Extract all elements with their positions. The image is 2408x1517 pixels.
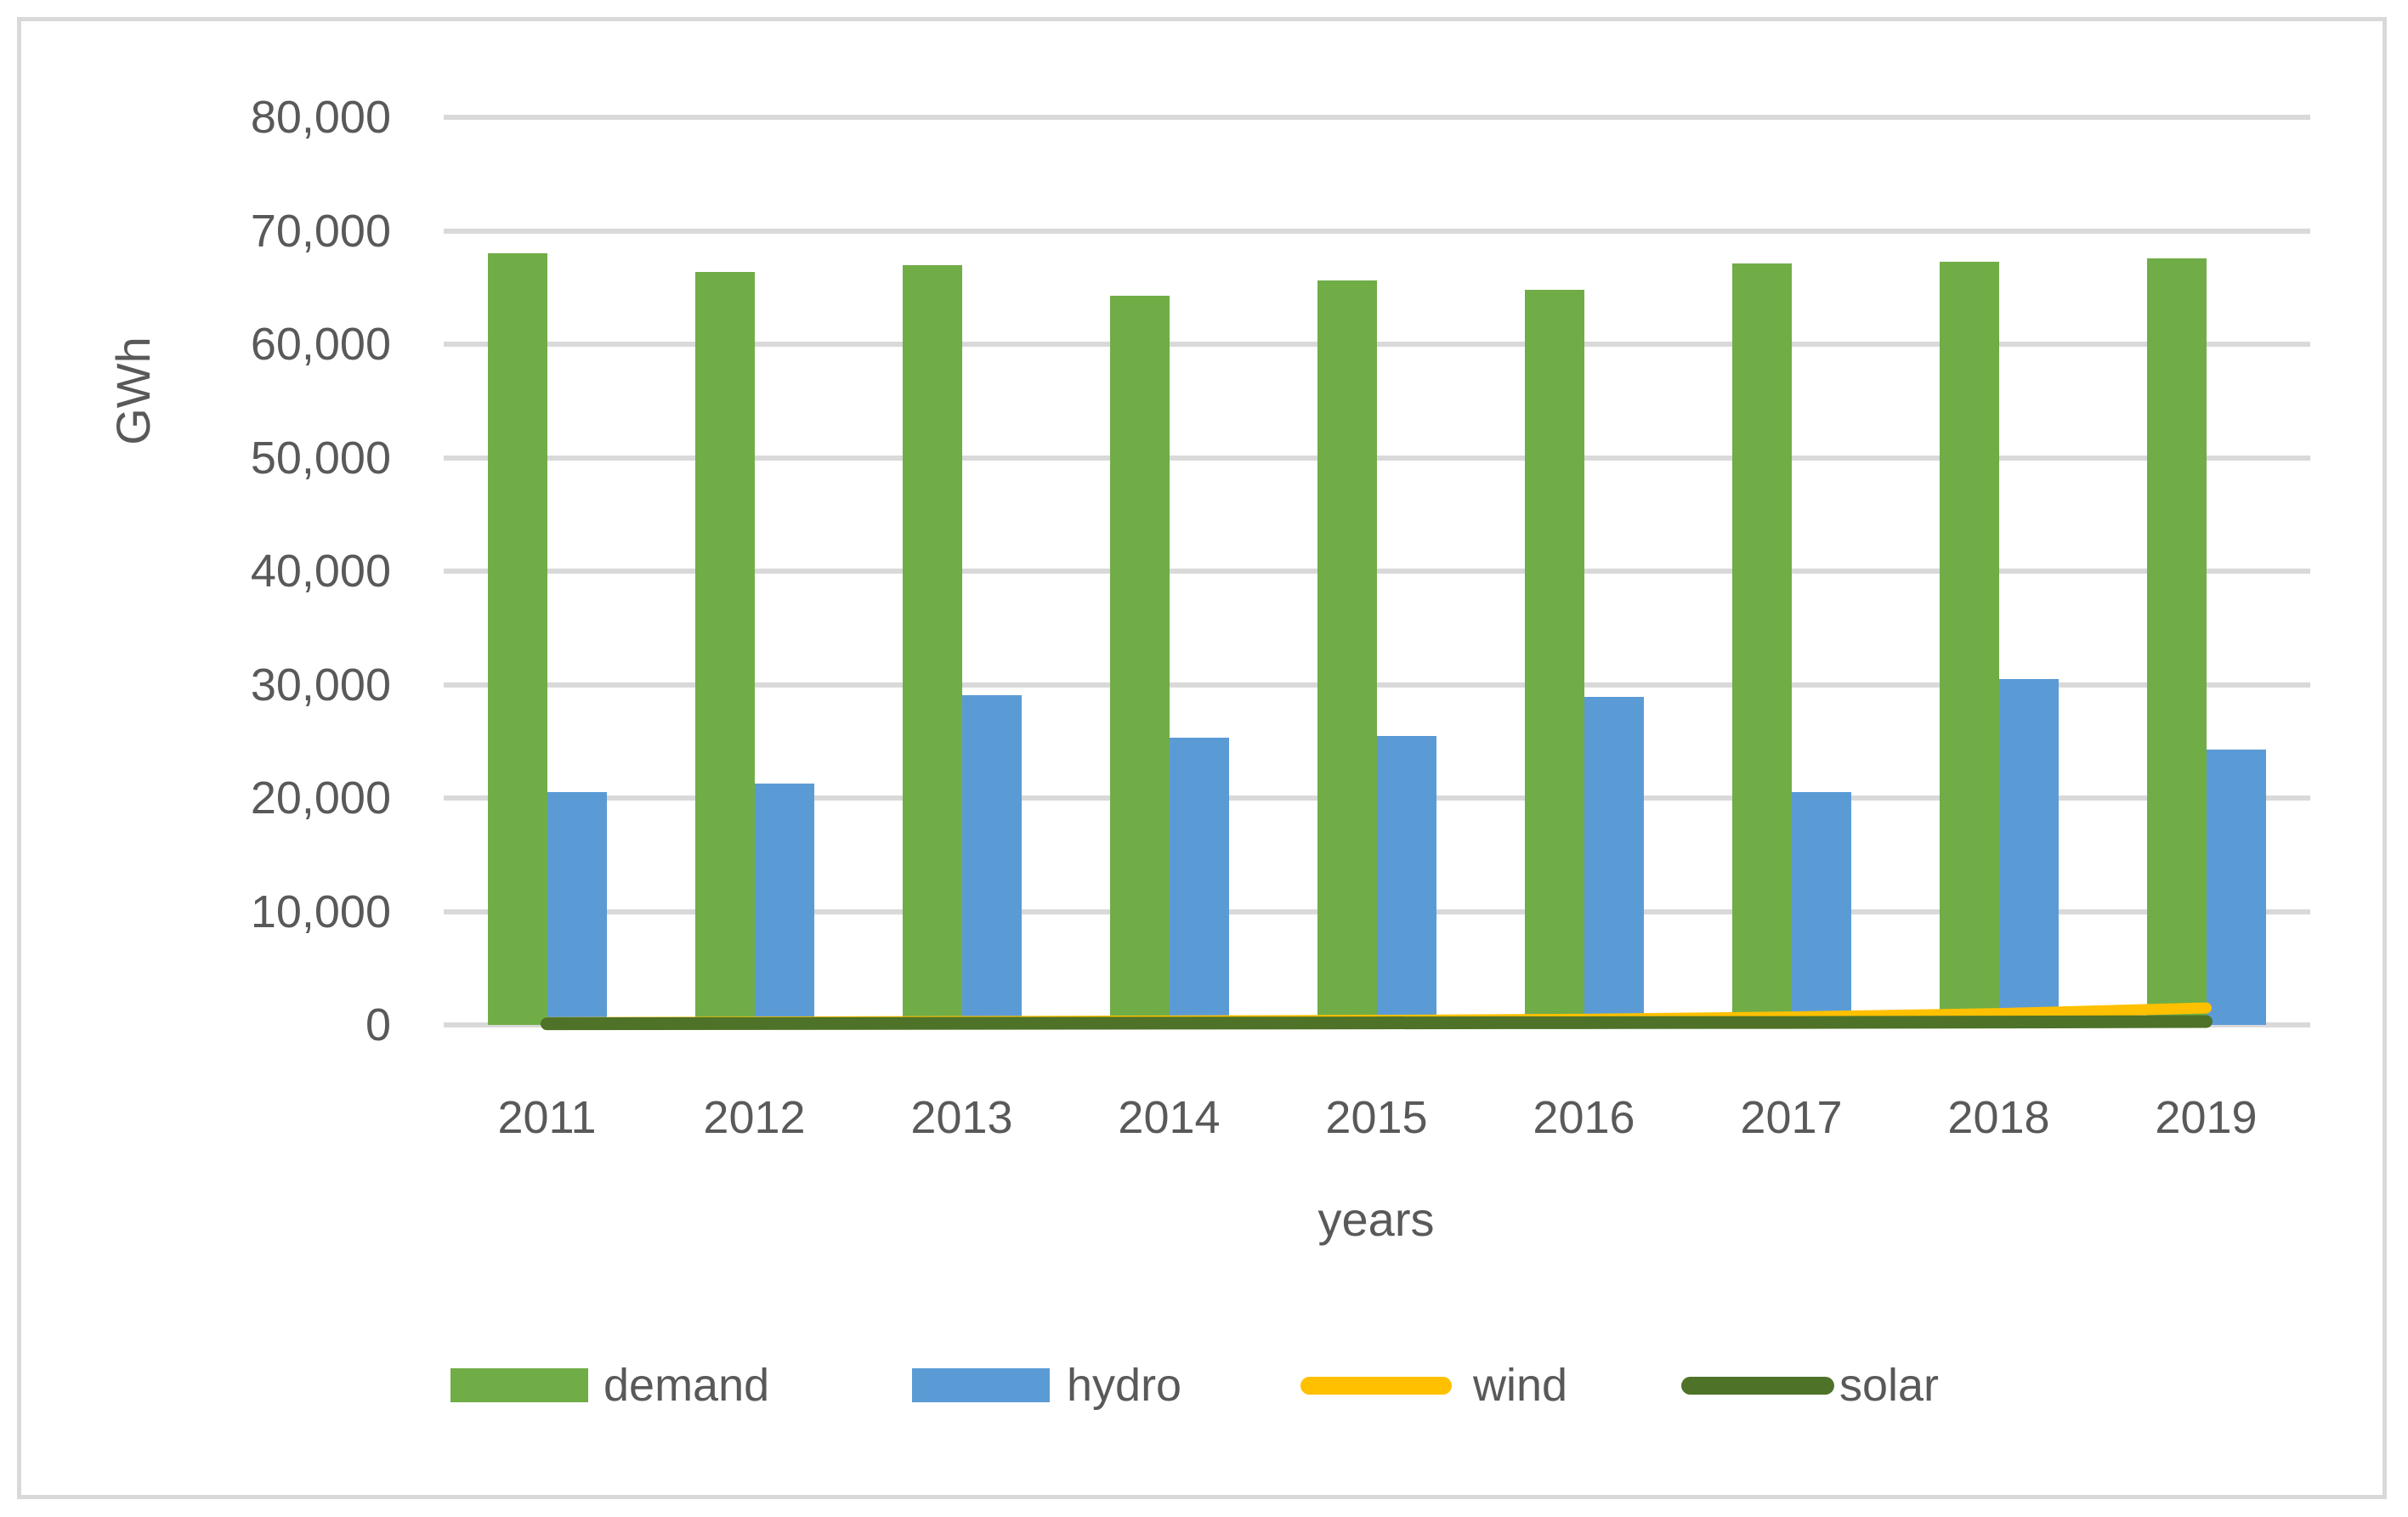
bar-demand-2019: [2146, 258, 2207, 1025]
bar-demand-2011: [487, 253, 547, 1025]
x-tick-label-2015: 2015: [1325, 1092, 1428, 1143]
bar-hydro-2012: [754, 783, 814, 1025]
bar-hydro-2019: [2206, 749, 2266, 1025]
x-tick-label-2018: 2018: [1947, 1092, 2050, 1143]
gridline-30000: [443, 682, 2310, 688]
x-tick-label-2012: 2012: [703, 1092, 806, 1143]
legend-wind-label: wind: [1473, 1360, 1568, 1411]
gridline-50000: [443, 455, 2310, 461]
y-tick-label-80000: 80,000: [250, 92, 391, 143]
bar-hydro-2016: [1584, 697, 1644, 1025]
y-tick-label-30000: 30,000: [250, 659, 391, 710]
gridline-70000: [443, 228, 2310, 234]
x-axis-title: years: [1317, 1192, 1435, 1246]
x-tick-label-2016: 2016: [1533, 1092, 1635, 1143]
bar-demand-2017: [1731, 263, 1792, 1025]
bar-demand-2018: [1939, 261, 1999, 1025]
legend-demand-label: demand: [603, 1360, 770, 1411]
gridline-40000: [443, 569, 2310, 574]
y-axis-title: GWh: [106, 337, 160, 445]
y-tick-label-20000: 20,000: [250, 773, 391, 824]
x-tick-label-2019: 2019: [2155, 1092, 2258, 1143]
x-tick-label-2011: 2011: [497, 1092, 597, 1143]
bar-hydro-2011: [547, 792, 607, 1025]
chart-border: [17, 17, 2387, 1499]
x-tick-label-2017: 2017: [1740, 1092, 1843, 1143]
bar-demand-2012: [694, 271, 755, 1025]
gridline-80000: [443, 115, 2310, 120]
y-tick-label-60000: 60,000: [250, 319, 391, 370]
bar-demand-2016: [1524, 289, 1584, 1025]
bar-demand-2013: [902, 264, 962, 1025]
bar-hydro-2014: [1169, 738, 1229, 1025]
legend-wind-swatch: [1300, 1376, 1452, 1395]
y-tick-label-40000: 40,000: [250, 546, 391, 597]
bar-hydro-2015: [1376, 735, 1436, 1025]
bar-demand-2014: [1109, 295, 1170, 1025]
y-tick-label-50000: 50,000: [250, 432, 391, 484]
legend-solar-label: solar: [1839, 1360, 1940, 1411]
bar-hydro-2018: [1998, 678, 2059, 1025]
line-solar: [541, 1015, 2213, 1031]
legend-hydro-label: hydro: [1067, 1360, 1182, 1411]
bar-hydro-2017: [1791, 792, 1851, 1025]
legend-hydro-swatch: [912, 1368, 1050, 1402]
bar-hydro-2013: [961, 694, 1022, 1025]
legend-demand-swatch: [450, 1368, 588, 1402]
x-tick-label-2014: 2014: [1118, 1092, 1221, 1143]
x-tick-label-2013: 2013: [910, 1092, 1013, 1143]
gridline-60000: [443, 342, 2310, 347]
y-tick-label-0: 0: [365, 999, 391, 1050]
y-tick-label-10000: 10,000: [250, 886, 391, 937]
y-tick-label-70000: 70,000: [250, 205, 391, 257]
legend-solar-swatch: [1681, 1376, 1834, 1395]
bar-demand-2015: [1317, 280, 1377, 1025]
